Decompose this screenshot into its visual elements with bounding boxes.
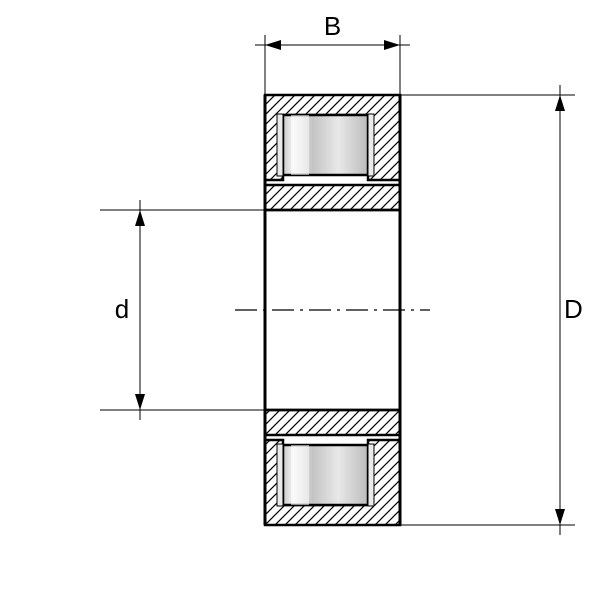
dimension-d-text: d — [115, 294, 129, 324]
bearing-section-diagram: Bd D — [0, 0, 600, 600]
inner-ring-bottom — [265, 410, 400, 435]
dimension-D-text: D — [564, 294, 583, 324]
dimension-B-text: B — [324, 11, 341, 41]
inner-ring-top — [265, 185, 400, 210]
